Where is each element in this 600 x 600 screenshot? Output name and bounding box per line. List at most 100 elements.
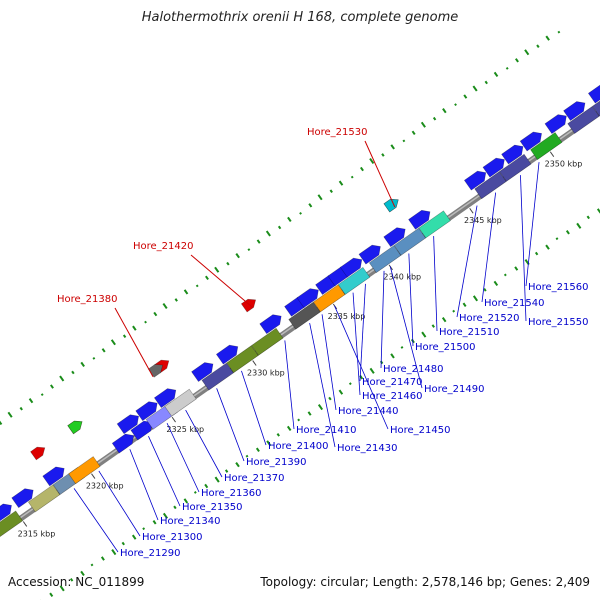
gene-feature-shape [296,288,319,308]
gene-label-blue: Hore_21500 [415,342,476,353]
gene-label-blue: Hore_21470 [362,377,423,388]
outer-gene-feature-shape [30,446,46,461]
gc-tick [80,361,85,368]
gc-tick [69,578,74,582]
gc-tick [235,462,240,468]
gc-tick [110,339,116,346]
gene-feature-shape [530,132,563,160]
label-leader-blue [148,435,181,507]
outer-gene-feature [383,198,399,213]
label-leader-blue [433,236,438,332]
gc-tick [576,222,582,229]
gene-feature [42,466,65,487]
gc-tick [515,58,519,63]
gene-feature-shape [313,284,346,313]
gc-tick [152,520,157,525]
gene-feature-shape [259,314,282,335]
gc-tick [235,253,240,259]
gc-tick [483,288,487,292]
gene-label-blue: Hore_21400 [268,441,329,452]
gene-label-blue: Hore_21390 [246,457,307,468]
gc-content-track [0,30,600,600]
gc-tick [245,454,249,458]
outer-gene-feature-shape [240,298,257,313]
gc-tick [369,367,375,374]
gc-tick [50,384,54,389]
gene-label-blue: Hore_21300 [142,532,203,543]
gc-tick [214,266,220,273]
gene-feature-shape [153,388,177,409]
gc-tick [545,35,550,41]
gene-feature-shape [337,266,371,295]
gc-tick [142,527,146,531]
label-leader-blue [352,292,361,396]
gc-tick [503,273,507,277]
gc-tick [514,266,519,271]
gc-tick [266,440,272,447]
gene-feature [519,131,542,152]
gc-tick [101,348,106,353]
gene-feature-shape [191,362,214,382]
gene-feature [499,153,532,182]
gene-feature [418,210,451,239]
gc-tick [132,325,137,331]
gc-tick [183,498,189,504]
gc-tick [173,505,177,510]
gc-tick [432,116,437,121]
gc-tick [90,563,94,567]
label-leader-blue [456,205,478,318]
gc-tick [557,30,561,34]
gene-label-blue: Hore_21550 [528,317,589,328]
gene-feature [201,362,234,391]
gene-feature-shape [11,488,34,509]
gc-tick [317,194,323,201]
gene-label-blue: Hore_21490 [424,384,485,395]
gc-tick [596,208,600,214]
gc-tick [28,398,34,404]
gc-tick [463,94,468,99]
gene-feature-shape [501,144,524,165]
gc-tick [493,71,499,78]
gc-tick [350,175,354,179]
label-leader-blue [129,449,159,521]
gene-feature [463,170,487,191]
gene-label-blue: Hore_21370 [224,473,285,484]
gene-feature-shape [482,157,505,178]
gene-feature [27,484,61,513]
label-leader-red [364,140,396,208]
gc-tick [402,139,406,143]
gc-tick [369,157,375,165]
gene-feature [567,105,600,134]
gc-tick [276,433,280,437]
gc-tick [431,324,435,328]
scale-tick-label: 2330 kbp [247,368,285,377]
gene-feature [383,227,406,248]
outer-gene-feature [30,446,46,461]
gc-tick [59,585,65,592]
gc-tick [49,592,54,597]
gene-label-blue: Hore_21430 [337,443,398,454]
gene-feature-shape [339,257,363,278]
gene-feature-shape [68,456,101,485]
gc-tick [462,302,467,307]
gc-tick [287,216,292,223]
gene-label-blue: Hore_21480 [383,364,444,375]
gene-label-red: Hore_21530 [307,127,368,138]
label-leader-blue [166,422,200,493]
gc-tick [524,49,530,56]
gc-tick [586,215,590,220]
gc-tick [328,396,332,401]
gc-tick [565,230,570,235]
gene-label-blue: Hore_21460 [362,391,423,402]
gc-tick [153,311,158,317]
scale-tick-label: 2340 kbp [383,273,421,282]
gene-feature [592,88,600,117]
gene-track [0,83,600,539]
gc-tick [277,225,282,230]
outer-gene-feature-shape [383,198,399,213]
gene-feature [226,345,259,374]
gene-feature [153,388,177,409]
gc-tick [454,103,457,107]
gc-tick [472,85,478,92]
gene-feature-shape [164,388,197,417]
